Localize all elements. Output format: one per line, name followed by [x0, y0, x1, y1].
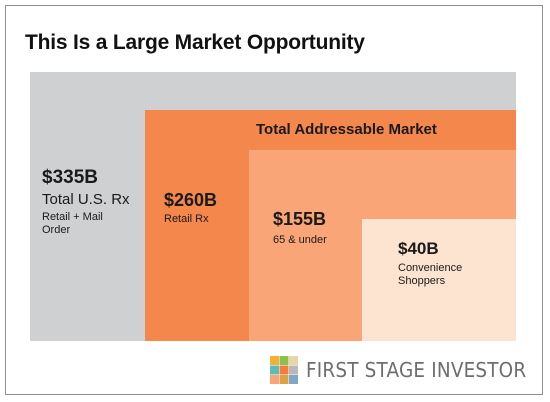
tam-label: Total Addressable Market [256, 121, 437, 138]
segment-65-label: 65 & under [273, 234, 327, 246]
mosaic-logo-icon [270, 356, 298, 384]
segment-total-amount: $335B [42, 167, 98, 188]
segment-total-sublabel: Retail + Mail Order [42, 211, 103, 237]
segment-total-label: Total U.S. Rx [42, 191, 130, 208]
brand-logo: FIRST STAGE INVESTOR [270, 356, 545, 384]
segment-retail-amount: $260B [164, 190, 218, 210]
segment-convenience-amount: $40B [398, 239, 439, 258]
segment-convenience-label: Convenience Shoppers [398, 262, 463, 288]
page-title: This Is a Large Market Opportunity [25, 31, 365, 54]
segment-65-amount: $155B [273, 209, 327, 229]
segment-convenience-shoppers [362, 219, 516, 341]
brand-name: FIRST STAGE INVESTOR [306, 358, 527, 382]
segment-retail-label: Retail Rx [164, 213, 209, 225]
